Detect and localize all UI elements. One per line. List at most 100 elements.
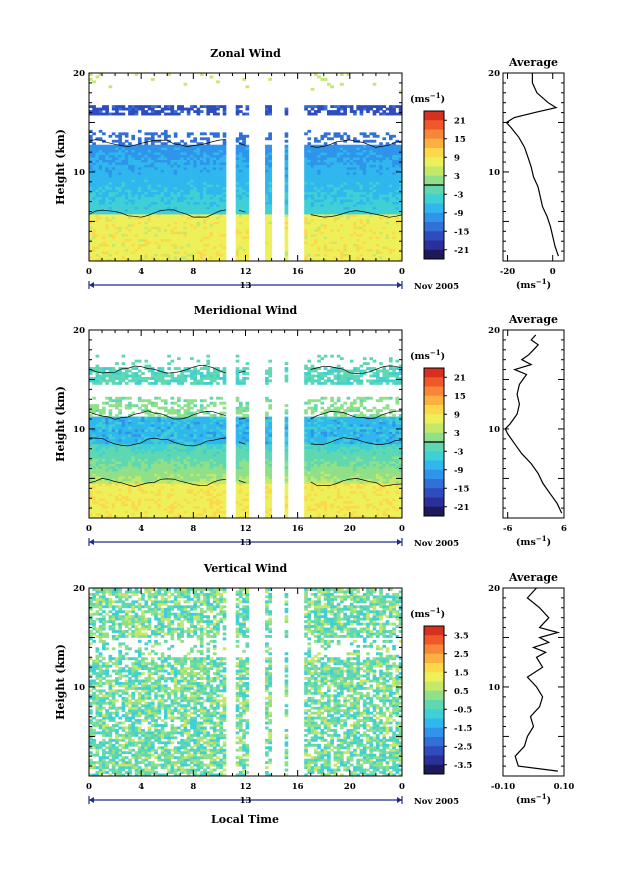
heatmap-cell xyxy=(330,243,334,247)
heatmap-cell xyxy=(193,196,197,200)
heatmap-cell xyxy=(98,421,103,425)
heatmap-cell xyxy=(160,258,165,262)
heatmap-cell xyxy=(121,147,126,151)
heatmap-cell xyxy=(102,251,106,254)
heatmap-cell xyxy=(327,253,331,257)
heatmap-cell xyxy=(219,248,224,252)
heatmap-cell xyxy=(102,503,106,507)
heatmap-cell xyxy=(356,162,361,165)
heatmap-cell xyxy=(310,216,315,220)
heatmap-cell xyxy=(163,134,168,138)
heatmap-cell xyxy=(128,488,132,492)
heatmap-cell xyxy=(212,152,217,156)
heatmap-cell xyxy=(203,236,207,240)
heatmap-cell xyxy=(190,194,194,198)
heatmap-cell xyxy=(121,258,126,262)
heatmap-cell xyxy=(121,199,126,203)
heatmap-cell xyxy=(346,233,351,237)
heatmap-cell xyxy=(111,186,116,190)
heatmap-cell xyxy=(111,191,116,195)
heatmap-cell xyxy=(98,431,103,435)
heatmap-cell xyxy=(340,137,344,141)
heatmap-cell xyxy=(105,493,109,497)
heatmap-cell xyxy=(379,231,383,235)
heatmap-cell xyxy=(366,167,370,170)
heatmap-cell xyxy=(388,218,393,222)
heatmap-cell xyxy=(340,107,344,111)
heatmap-cell xyxy=(362,144,367,148)
heatmap-cell xyxy=(160,223,165,227)
heatmap-cell xyxy=(362,221,367,225)
heatmap-cell xyxy=(108,171,113,175)
heatmap-cell xyxy=(219,256,224,259)
heatmap-cell xyxy=(115,209,119,212)
heatmap-cell xyxy=(98,162,103,165)
heatmap-cell xyxy=(105,443,109,447)
heatmap-cell xyxy=(105,191,109,195)
heatmap-cell xyxy=(209,174,214,178)
heatmap-cell xyxy=(118,199,122,203)
heatmap-cell xyxy=(245,169,250,173)
heatmap-cell xyxy=(346,162,351,165)
heatmap-cell xyxy=(369,159,374,163)
heatmap-cell xyxy=(163,199,168,203)
heatmap-cell xyxy=(382,164,387,168)
heatmap-cell xyxy=(369,218,374,222)
heatmap-cell xyxy=(141,243,145,247)
heatmap-cell xyxy=(157,171,162,175)
heatmap-cell xyxy=(219,154,224,158)
heatmap-cell xyxy=(95,251,100,254)
heatmap-cell xyxy=(199,162,204,165)
heatmap-cell xyxy=(330,184,334,188)
heatmap-cell xyxy=(92,248,96,252)
heatmap-cell xyxy=(124,424,129,427)
heatmap-cell xyxy=(203,256,207,259)
heatmap-cell xyxy=(170,238,175,242)
heatmap-cell xyxy=(144,181,149,185)
heatmap-cell xyxy=(131,191,136,195)
heatmap-cell xyxy=(98,451,103,455)
heatmap-cell xyxy=(307,236,312,240)
heatmap-cell xyxy=(177,164,181,168)
heatmap-cell xyxy=(196,226,201,230)
heatmap-cell xyxy=(216,164,220,168)
heatmap-cell xyxy=(313,233,318,237)
heatmap-cell xyxy=(186,162,191,165)
heatmap-cell xyxy=(323,209,328,212)
heatmap-cell xyxy=(317,147,321,151)
heatmap-cell xyxy=(268,147,272,151)
heatmap-cell xyxy=(177,105,181,109)
heatmap-cell xyxy=(343,214,347,217)
heatmap-cell xyxy=(382,194,387,198)
heatmap-cell xyxy=(327,206,331,210)
heatmap-cell xyxy=(268,157,272,160)
heatmap-cell xyxy=(118,132,122,136)
heatmap-cell xyxy=(343,159,347,163)
heatmap-cell xyxy=(186,189,191,193)
heatmap-cell xyxy=(154,258,158,262)
heatmap-cell xyxy=(144,167,149,170)
heatmap-cell xyxy=(346,199,351,203)
heatmap-cell xyxy=(304,162,308,165)
heatmap-cell xyxy=(118,147,122,151)
heatmap-cell xyxy=(111,246,116,250)
heatmap-cell xyxy=(124,157,129,160)
heatmap-cell xyxy=(160,107,165,111)
heatmap-cell xyxy=(183,194,188,198)
heatmap-cell xyxy=(212,186,217,190)
heatmap-cell xyxy=(128,107,132,111)
heatmap-cell xyxy=(385,159,390,163)
heatmap-cell xyxy=(115,107,119,111)
heatmap-cell xyxy=(190,144,194,148)
heatmap-cell xyxy=(327,167,331,170)
heatmap-cell xyxy=(160,218,165,222)
heatmap-cell xyxy=(180,179,184,183)
heatmap-cell xyxy=(359,191,364,195)
heatmap-cell xyxy=(222,164,227,168)
heatmap-cell xyxy=(102,424,106,427)
heatmap-cell xyxy=(379,236,383,240)
heatmap-cell xyxy=(154,171,158,175)
heatmap-cell xyxy=(186,176,191,180)
heatmap-cell xyxy=(98,191,103,195)
heatmap-cell xyxy=(170,241,175,245)
